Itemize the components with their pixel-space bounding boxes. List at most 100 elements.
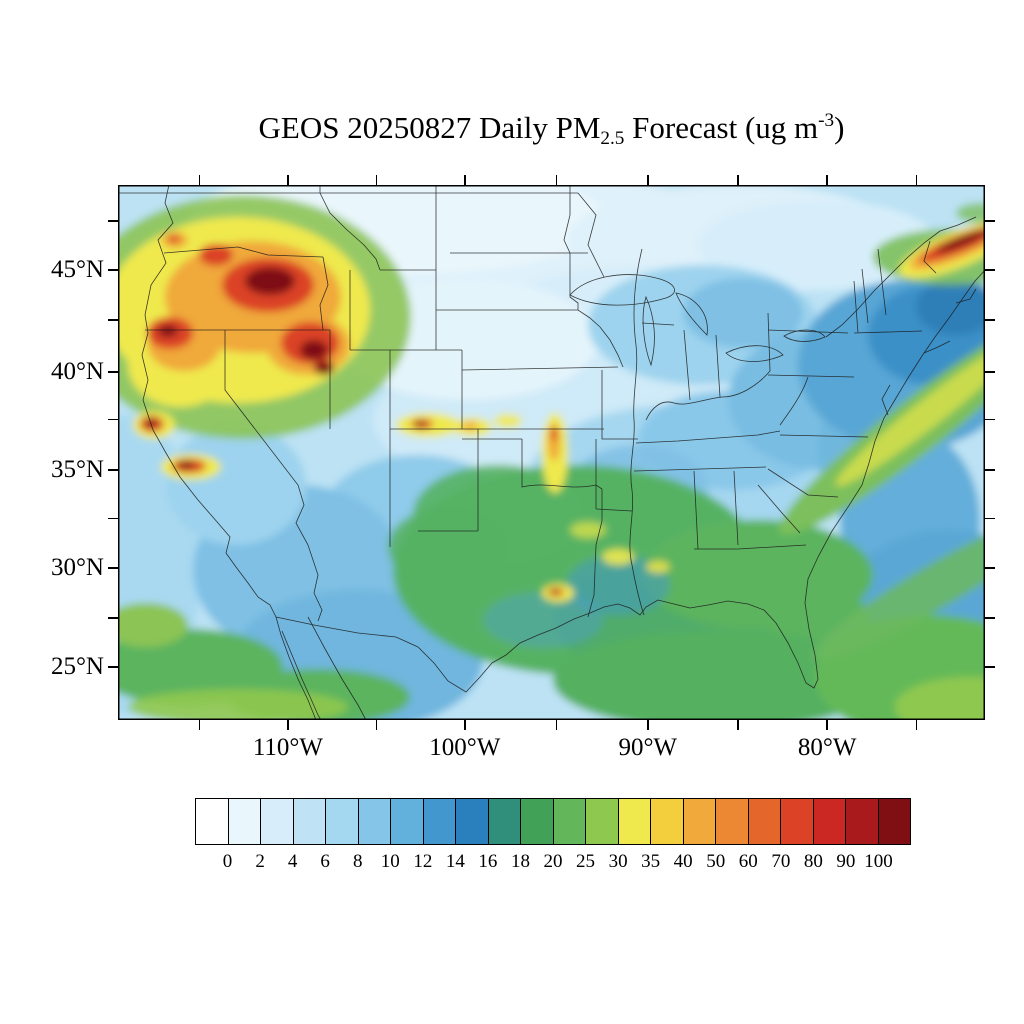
colorbar-segment: [650, 798, 684, 845]
colorbar-segment: [487, 798, 521, 845]
title-suffix: ): [834, 110, 845, 145]
lon-tick-label: 80°W: [797, 734, 857, 761]
colorbar-segment: [455, 798, 489, 845]
axis-tick: [464, 720, 466, 730]
axis-tick: [108, 418, 118, 421]
lat-tick-label: 30°N: [50, 554, 104, 582]
axis-tick: [826, 720, 828, 730]
colorbar-level-label: 4: [287, 851, 298, 872]
colorbar-level-label: 80: [803, 851, 823, 872]
colorbar-level-label: 14: [445, 851, 465, 872]
axis-tick: [915, 720, 918, 730]
axis-tick: [108, 617, 118, 619]
axis-tick: [108, 220, 118, 222]
axis-tick: [985, 371, 995, 374]
colorbar-segment: [357, 798, 391, 845]
axis-tick: [108, 469, 118, 471]
colorbar: [195, 798, 911, 845]
axis-tick: [464, 175, 466, 185]
figure-title: GEOS 20250827 Daily PM2.5 Forecast (ug m…: [118, 110, 985, 150]
colorbar-level-label: 12: [413, 851, 433, 872]
lat-tick-label: 25°N: [50, 653, 104, 681]
colorbar-segment: [617, 798, 651, 845]
colorbar-level-label: 16: [478, 851, 498, 872]
axis-tick: [985, 567, 995, 569]
colorbar-segment: [682, 798, 716, 845]
title-prefix: GEOS 20250827 Daily PM: [258, 110, 601, 145]
axis-tick: [198, 175, 201, 185]
lat-tick-label: 35°N: [50, 456, 104, 484]
colorbar-segment: [780, 798, 814, 845]
axis-tick: [375, 720, 378, 730]
axis-tick: [287, 175, 289, 185]
colorbar-level-label: 30: [608, 851, 628, 872]
colorbar-level-label: 25: [576, 851, 596, 872]
axis-tick: [915, 175, 918, 185]
colorbar-segment: [552, 798, 586, 845]
pm25-field: [118, 185, 985, 720]
colorbar-level-label: 20: [543, 851, 563, 872]
colorbar-level-label: 18: [510, 851, 530, 872]
colorbar-labels: 0 2 4 6 8 10 12 14 16 18 20 25 30 35 40 50 60 70 80 90 100: [195, 851, 911, 877]
axis-tick: [646, 175, 649, 185]
colorbar-level-label: 50: [706, 851, 726, 872]
colorbar-segment: [292, 798, 326, 845]
axis-tick: [108, 269, 118, 271]
axis-tick: [108, 517, 118, 520]
colorbar-segment: [585, 798, 619, 845]
colorbar-level-label: 2: [255, 851, 265, 872]
axis-tick: [985, 469, 995, 471]
axis-tick: [287, 720, 289, 730]
boundaries-layer: [118, 185, 985, 720]
colorbar-level-label: 6: [320, 851, 330, 872]
axis-tick: [646, 720, 649, 730]
colorbar-segment: [390, 798, 424, 845]
axis-tick: [985, 269, 995, 271]
colorbar-level-label: 60: [738, 851, 758, 872]
axis-tick: [985, 319, 995, 321]
lon-tick-label: 100°W: [429, 734, 501, 761]
axis-tick: [985, 666, 995, 668]
axis-tick: [555, 175, 558, 185]
colorbar-segment: [747, 798, 781, 845]
axis-tick: [108, 567, 118, 569]
colorbar-level-label: 100: [864, 851, 893, 872]
lon-tick-label: 90°W: [618, 734, 678, 761]
title-superscript: -3: [818, 110, 835, 132]
title-subscript: 2.5: [600, 128, 625, 150]
colorbar-segment: [260, 798, 294, 845]
colorbar-segment: [422, 798, 456, 845]
colorbar-level-label: 90: [836, 851, 856, 872]
axis-tick: [108, 666, 118, 668]
colorbar-level-label: 70: [771, 851, 791, 872]
axis-tick: [375, 175, 378, 185]
map-area: [118, 185, 985, 720]
axis-tick: [737, 720, 739, 730]
axis-tick: [985, 617, 995, 619]
lon-tick-label: 110°W: [252, 734, 324, 761]
colorbar-segment: [325, 798, 359, 845]
axis-tick: [198, 720, 201, 730]
axis-tick: [985, 418, 995, 421]
colorbar-segment: [195, 798, 229, 845]
axis-tick: [985, 220, 995, 222]
lat-tick-label: 45°N: [50, 256, 104, 284]
axis-tick: [555, 720, 558, 730]
colorbar-segment: [845, 798, 879, 845]
colorbar-level-label: 10: [380, 851, 400, 872]
colorbar-segment: [877, 798, 911, 845]
axis-tick: [985, 517, 995, 520]
map-frame: [118, 185, 985, 720]
axis-tick: [108, 371, 118, 374]
colorbar-segment: [812, 798, 846, 845]
colorbar-segment: [520, 798, 554, 845]
title-middle: Forecast (ug m: [624, 110, 819, 145]
colorbar-level-label: 8: [352, 851, 363, 872]
lat-tick-label: 40°N: [50, 358, 104, 386]
axis-tick: [826, 175, 828, 185]
colorbar-level-label: 40: [673, 851, 693, 872]
colorbar-segment: [715, 798, 749, 845]
axis-tick: [108, 319, 118, 321]
colorbar-segment: [227, 798, 261, 845]
